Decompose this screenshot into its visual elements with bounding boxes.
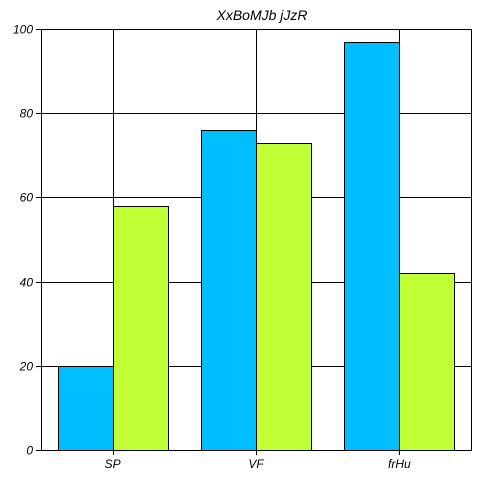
y-tick-label: 80 [20, 107, 34, 121]
x-tick-label: frHu [388, 457, 411, 471]
y-axis-ticks: 0 20 40 60 80 100 [13, 23, 41, 458]
bar-frHu-series-2 [399, 273, 455, 451]
x-tick-label: VF [248, 457, 264, 471]
bar-VF-series-2 [256, 143, 312, 451]
bar-SP-series-1 [58, 366, 114, 451]
bar-SP-series-2 [113, 206, 169, 451]
bar-VF-series-1 [201, 130, 257, 451]
y-tick-label: 60 [20, 191, 34, 205]
y-tick-label: 20 [19, 360, 34, 374]
chart-title: XxBoMJb jJzR [215, 7, 307, 23]
x-tick-label: SP [105, 457, 121, 471]
y-tick-label: 40 [20, 276, 34, 290]
y-tick-label: 0 [26, 444, 33, 458]
bar-frHu-series-1 [344, 42, 400, 451]
y-tick-label: 100 [13, 23, 33, 37]
bars [58, 42, 455, 451]
x-axis-ticks: SP VF frHu [105, 450, 411, 471]
